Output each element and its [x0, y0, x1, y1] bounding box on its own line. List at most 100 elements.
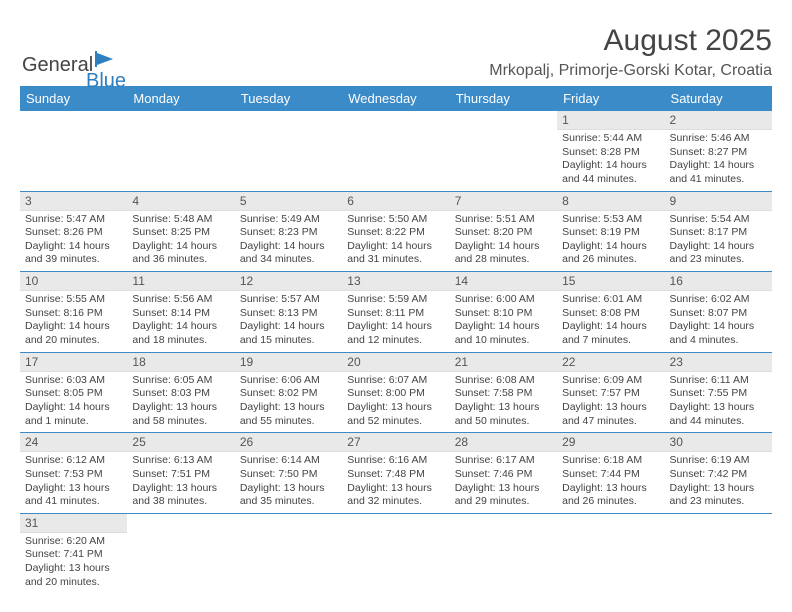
day-number: 30	[665, 433, 772, 452]
day-number: 13	[342, 272, 449, 291]
header: August 2025 Mrkopalj, Primorje-Gorski Ko…	[20, 24, 772, 80]
day-number: 24	[20, 433, 127, 452]
calendar-cell: 13Sunrise: 5:59 AMSunset: 8:11 PMDayligh…	[342, 272, 449, 353]
calendar-cell	[665, 513, 772, 593]
calendar-cell: 26Sunrise: 6:14 AMSunset: 7:50 PMDayligh…	[235, 433, 342, 514]
day-number: 19	[235, 353, 342, 372]
calendar-cell: 1Sunrise: 5:44 AMSunset: 8:28 PMDaylight…	[557, 111, 664, 191]
calendar-cell: 4Sunrise: 5:48 AMSunset: 8:25 PMDaylight…	[127, 191, 234, 272]
day-number: 29	[557, 433, 664, 452]
day-data: Sunrise: 5:54 AMSunset: 8:17 PMDaylight:…	[665, 211, 772, 272]
day-number: 2	[665, 111, 772, 130]
calendar-row: 24Sunrise: 6:12 AMSunset: 7:53 PMDayligh…	[20, 433, 772, 514]
calendar-cell: 2Sunrise: 5:46 AMSunset: 8:27 PMDaylight…	[665, 111, 772, 191]
day-data: Sunrise: 6:17 AMSunset: 7:46 PMDaylight:…	[450, 452, 557, 513]
calendar-cell: 28Sunrise: 6:17 AMSunset: 7:46 PMDayligh…	[450, 433, 557, 514]
calendar-cell	[127, 513, 234, 593]
day-number: 8	[557, 192, 664, 211]
day-data: Sunrise: 5:50 AMSunset: 8:22 PMDaylight:…	[342, 211, 449, 272]
calendar-cell	[450, 513, 557, 593]
day-data: Sunrise: 6:08 AMSunset: 7:58 PMDaylight:…	[450, 372, 557, 433]
day-data: Sunrise: 5:55 AMSunset: 8:16 PMDaylight:…	[20, 291, 127, 352]
calendar-table: Sunday Monday Tuesday Wednesday Thursday…	[20, 86, 772, 593]
day-number: 16	[665, 272, 772, 291]
calendar-row: 10Sunrise: 5:55 AMSunset: 8:16 PMDayligh…	[20, 272, 772, 353]
day-data: Sunrise: 6:19 AMSunset: 7:42 PMDaylight:…	[665, 452, 772, 513]
day-data: Sunrise: 5:59 AMSunset: 8:11 PMDaylight:…	[342, 291, 449, 352]
calendar-cell: 3Sunrise: 5:47 AMSunset: 8:26 PMDaylight…	[20, 191, 127, 272]
day-number: 6	[342, 192, 449, 211]
day-number: 26	[235, 433, 342, 452]
calendar-cell: 15Sunrise: 6:01 AMSunset: 8:08 PMDayligh…	[557, 272, 664, 353]
day-number: 10	[20, 272, 127, 291]
day-data: Sunrise: 5:49 AMSunset: 8:23 PMDaylight:…	[235, 211, 342, 272]
day-header: Monday	[127, 86, 234, 111]
day-data: Sunrise: 5:46 AMSunset: 8:27 PMDaylight:…	[665, 130, 772, 191]
day-data: Sunrise: 6:00 AMSunset: 8:10 PMDaylight:…	[450, 291, 557, 352]
calendar-cell: 8Sunrise: 5:53 AMSunset: 8:19 PMDaylight…	[557, 191, 664, 272]
day-header-row: Sunday Monday Tuesday Wednesday Thursday…	[20, 86, 772, 111]
calendar-cell: 20Sunrise: 6:07 AMSunset: 8:00 PMDayligh…	[342, 352, 449, 433]
day-data: Sunrise: 6:12 AMSunset: 7:53 PMDaylight:…	[20, 452, 127, 513]
calendar-row: 1Sunrise: 5:44 AMSunset: 8:28 PMDaylight…	[20, 111, 772, 191]
day-data: Sunrise: 5:44 AMSunset: 8:28 PMDaylight:…	[557, 130, 664, 191]
day-number: 31	[20, 514, 127, 533]
calendar-cell: 30Sunrise: 6:19 AMSunset: 7:42 PMDayligh…	[665, 433, 772, 514]
calendar-cell	[127, 111, 234, 191]
calendar-cell: 25Sunrise: 6:13 AMSunset: 7:51 PMDayligh…	[127, 433, 234, 514]
day-data: Sunrise: 5:57 AMSunset: 8:13 PMDaylight:…	[235, 291, 342, 352]
day-number: 7	[450, 192, 557, 211]
day-number: 22	[557, 353, 664, 372]
calendar-cell	[235, 513, 342, 593]
calendar-cell: 27Sunrise: 6:16 AMSunset: 7:48 PMDayligh…	[342, 433, 449, 514]
day-header: Saturday	[665, 86, 772, 111]
day-number: 25	[127, 433, 234, 452]
day-data: Sunrise: 5:51 AMSunset: 8:20 PMDaylight:…	[450, 211, 557, 272]
calendar-cell: 14Sunrise: 6:00 AMSunset: 8:10 PMDayligh…	[450, 272, 557, 353]
calendar-cell	[342, 513, 449, 593]
calendar-cell: 24Sunrise: 6:12 AMSunset: 7:53 PMDayligh…	[20, 433, 127, 514]
calendar-cell: 11Sunrise: 5:56 AMSunset: 8:14 PMDayligh…	[127, 272, 234, 353]
day-data: Sunrise: 6:18 AMSunset: 7:44 PMDaylight:…	[557, 452, 664, 513]
day-number: 11	[127, 272, 234, 291]
day-number: 17	[20, 353, 127, 372]
day-number: 18	[127, 353, 234, 372]
calendar-cell: 29Sunrise: 6:18 AMSunset: 7:44 PMDayligh…	[557, 433, 664, 514]
day-data: Sunrise: 6:20 AMSunset: 7:41 PMDaylight:…	[20, 533, 127, 594]
day-number: 21	[450, 353, 557, 372]
day-number: 9	[665, 192, 772, 211]
calendar-cell: 21Sunrise: 6:08 AMSunset: 7:58 PMDayligh…	[450, 352, 557, 433]
day-number: 14	[450, 272, 557, 291]
calendar-row: 3Sunrise: 5:47 AMSunset: 8:26 PMDaylight…	[20, 191, 772, 272]
day-data: Sunrise: 5:53 AMSunset: 8:19 PMDaylight:…	[557, 211, 664, 272]
calendar-cell: 19Sunrise: 6:06 AMSunset: 8:02 PMDayligh…	[235, 352, 342, 433]
day-number: 12	[235, 272, 342, 291]
day-data: Sunrise: 6:01 AMSunset: 8:08 PMDaylight:…	[557, 291, 664, 352]
calendar-cell: 22Sunrise: 6:09 AMSunset: 7:57 PMDayligh…	[557, 352, 664, 433]
calendar-cell: 9Sunrise: 5:54 AMSunset: 8:17 PMDaylight…	[665, 191, 772, 272]
day-header: Friday	[557, 86, 664, 111]
logo-text-2: Blue	[86, 70, 126, 93]
day-data: Sunrise: 6:03 AMSunset: 8:05 PMDaylight:…	[20, 372, 127, 433]
day-data: Sunrise: 6:05 AMSunset: 8:03 PMDaylight:…	[127, 372, 234, 433]
calendar-cell	[342, 111, 449, 191]
day-data: Sunrise: 6:13 AMSunset: 7:51 PMDaylight:…	[127, 452, 234, 513]
day-number: 27	[342, 433, 449, 452]
calendar-cell: 12Sunrise: 5:57 AMSunset: 8:13 PMDayligh…	[235, 272, 342, 353]
calendar-cell: 7Sunrise: 5:51 AMSunset: 8:20 PMDaylight…	[450, 191, 557, 272]
day-data: Sunrise: 5:48 AMSunset: 8:25 PMDaylight:…	[127, 211, 234, 272]
logo-text-1: General	[22, 54, 93, 77]
day-number: 15	[557, 272, 664, 291]
calendar-cell	[235, 111, 342, 191]
calendar-row: 17Sunrise: 6:03 AMSunset: 8:05 PMDayligh…	[20, 352, 772, 433]
location-text: Mrkopalj, Primorje-Gorski Kotar, Croatia	[20, 62, 772, 80]
day-data: Sunrise: 6:06 AMSunset: 8:02 PMDaylight:…	[235, 372, 342, 433]
page-title: August 2025	[20, 24, 772, 58]
day-number: 3	[20, 192, 127, 211]
calendar-cell: 23Sunrise: 6:11 AMSunset: 7:55 PMDayligh…	[665, 352, 772, 433]
day-data: Sunrise: 5:56 AMSunset: 8:14 PMDaylight:…	[127, 291, 234, 352]
day-number: 28	[450, 433, 557, 452]
calendar-cell	[557, 513, 664, 593]
day-data: Sunrise: 6:11 AMSunset: 7:55 PMDaylight:…	[665, 372, 772, 433]
day-data: Sunrise: 6:16 AMSunset: 7:48 PMDaylight:…	[342, 452, 449, 513]
